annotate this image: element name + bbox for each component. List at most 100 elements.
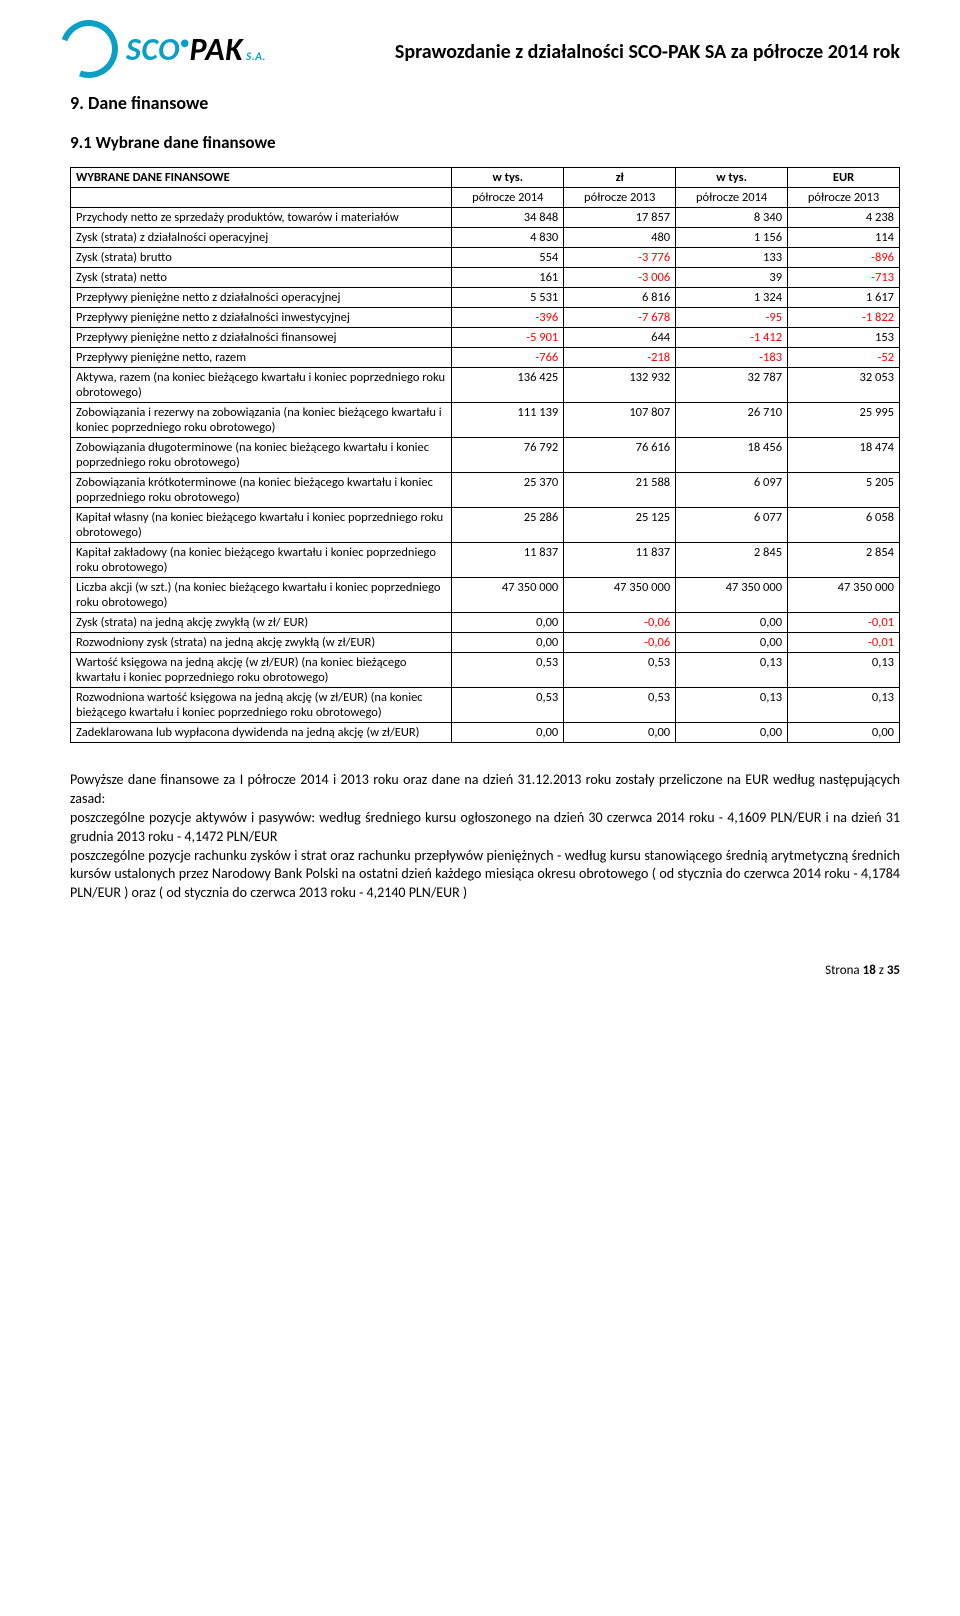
row-value: 0,00 — [564, 723, 676, 743]
row-label: Rozwodniony zysk (strata) na jedną akcję… — [71, 633, 452, 653]
col-subheader-p2014-1: półrocze 2014 — [452, 188, 564, 208]
row-label: Liczba akcji (w szt.) (na koniec bieżące… — [71, 578, 452, 613]
row-value: -713 — [788, 268, 900, 288]
row-value: 0,53 — [564, 653, 676, 688]
row-value: 111 139 — [452, 403, 564, 438]
row-label: Kapitał własny (na koniec bieżącego kwar… — [71, 508, 452, 543]
row-value: 0,00 — [676, 633, 788, 653]
row-label: Zobowiązania długoterminowe (na koniec b… — [71, 438, 452, 473]
row-value: -766 — [452, 348, 564, 368]
table-row: Zysk (strata) brutto554-3 776133-896 — [71, 248, 900, 268]
row-label: Przepływy pieniężne netto z działalności… — [71, 328, 452, 348]
row-value: 0,00 — [452, 723, 564, 743]
row-value: 0,13 — [676, 653, 788, 688]
table-row: Przepływy pieniężne netto, razem-766-218… — [71, 348, 900, 368]
row-value: 136 425 — [452, 368, 564, 403]
row-value: 5 531 — [452, 288, 564, 308]
row-value: -3 006 — [564, 268, 676, 288]
row-label: Zysk (strata) z działalności operacyjnej — [71, 228, 452, 248]
table-row: Przepływy pieniężne netto z działalności… — [71, 288, 900, 308]
row-label: Kapitał zakładowy (na koniec bieżącego k… — [71, 543, 452, 578]
row-value: 34 848 — [452, 208, 564, 228]
table-row: Przepływy pieniężne netto z działalności… — [71, 308, 900, 328]
row-value: 0,00 — [452, 633, 564, 653]
col-header-eur: EUR — [788, 168, 900, 188]
row-value: 21 588 — [564, 473, 676, 508]
row-value: 0,00 — [452, 613, 564, 633]
row-value: 6 097 — [676, 473, 788, 508]
financial-table: WYBRANE DANE FINANSOWE w tys. zł w tys. … — [70, 167, 900, 743]
table-header-row-2: półrocze 2014 półrocze 2013 półrocze 201… — [71, 188, 900, 208]
table-row: Zysk (strata) na jedną akcję zwykłą (w z… — [71, 613, 900, 633]
table-row: Liczba akcji (w szt.) (na koniec bieżące… — [71, 578, 900, 613]
row-value: -396 — [452, 308, 564, 328]
row-value: 11 837 — [564, 543, 676, 578]
logo-mark-icon — [50, 10, 127, 87]
row-value: 25 286 — [452, 508, 564, 543]
row-label: Przepływy pieniężne netto z działalności… — [71, 308, 452, 328]
row-value: 76 792 — [452, 438, 564, 473]
page-footer: Strona 18 z 35 — [70, 963, 900, 978]
company-logo: SCO•PAKS.A. — [60, 20, 266, 78]
col-header-zl: zł — [564, 168, 676, 188]
row-value: -183 — [676, 348, 788, 368]
row-value: 0,00 — [788, 723, 900, 743]
table-row: Rozwodniona wartość księgowa na jedną ak… — [71, 688, 900, 723]
row-value: -0,01 — [788, 633, 900, 653]
row-value: 161 — [452, 268, 564, 288]
row-value: 25 995 — [788, 403, 900, 438]
table-row: Zysk (strata) z działalności operacyjnej… — [71, 228, 900, 248]
table-row: Przepływy pieniężne netto z działalności… — [71, 328, 900, 348]
row-value: 107 807 — [564, 403, 676, 438]
row-value: 6 058 — [788, 508, 900, 543]
row-value: 554 — [452, 248, 564, 268]
row-label: Zysk (strata) na jedną akcję zwykłą (w z… — [71, 613, 452, 633]
table-row: Zobowiązania krótkoterminowe (na koniec … — [71, 473, 900, 508]
table-row: Zobowiązania i rezerwy na zobowiązania (… — [71, 403, 900, 438]
row-value: 153 — [788, 328, 900, 348]
logo-dot: • — [180, 31, 189, 53]
row-value: -1 412 — [676, 328, 788, 348]
row-value: 0,00 — [676, 613, 788, 633]
row-label: Zobowiązania i rezerwy na zobowiązania (… — [71, 403, 452, 438]
row-value: -3 776 — [564, 248, 676, 268]
row-label: Przepływy pieniężne netto z działalności… — [71, 288, 452, 308]
row-value: 11 837 — [452, 543, 564, 578]
row-value: -0,06 — [564, 613, 676, 633]
row-value: 26 710 — [676, 403, 788, 438]
col-subheader-p2014-2: półrocze 2014 — [676, 188, 788, 208]
table-body: Przychody netto ze sprzedaży produktów, … — [71, 208, 900, 743]
row-value: 32 053 — [788, 368, 900, 403]
row-value: 17 857 — [564, 208, 676, 228]
explanatory-paragraph: Powyższe dane finansowe za I półrocze 20… — [70, 771, 900, 903]
table-header-row-1: WYBRANE DANE FINANSOWE w tys. zł w tys. … — [71, 168, 900, 188]
section-heading: 9. Dane finansowe — [70, 92, 900, 114]
row-value: 4 830 — [452, 228, 564, 248]
row-value: 1 617 — [788, 288, 900, 308]
row-value: 2 845 — [676, 543, 788, 578]
row-value: -218 — [564, 348, 676, 368]
row-value: 0,00 — [676, 723, 788, 743]
row-value: 4 238 — [788, 208, 900, 228]
row-label: Przychody netto ze sprzedaży produktów, … — [71, 208, 452, 228]
row-value: 0,53 — [452, 653, 564, 688]
subsection-heading: 9.1 Wybrane dane finansowe — [70, 132, 900, 153]
logo-suffix: S.A. — [246, 50, 266, 63]
row-label: Aktywa, razem (na koniec bieżącego kwart… — [71, 368, 452, 403]
logo-part1: SCO — [126, 30, 180, 69]
row-value: 1 156 — [676, 228, 788, 248]
row-label: Rozwodniona wartość księgowa na jedną ak… — [71, 688, 452, 723]
col-subheader-p2013-1: półrocze 2013 — [564, 188, 676, 208]
table-row: Przychody netto ze sprzedaży produktów, … — [71, 208, 900, 228]
row-value: 47 350 000 — [788, 578, 900, 613]
table-row: Wartość księgowa na jedną akcję (w zł/EU… — [71, 653, 900, 688]
row-value: 0,13 — [788, 688, 900, 723]
row-value: -7 678 — [564, 308, 676, 328]
row-value: 25 125 — [564, 508, 676, 543]
row-value: 8 340 — [676, 208, 788, 228]
row-label: Zysk (strata) brutto — [71, 248, 452, 268]
row-value: -5 901 — [452, 328, 564, 348]
logo-part2: PAK — [190, 30, 244, 69]
logo-text: SCO•PAKS.A. — [126, 30, 266, 69]
row-label: Zobowiązania krótkoterminowe (na koniec … — [71, 473, 452, 508]
